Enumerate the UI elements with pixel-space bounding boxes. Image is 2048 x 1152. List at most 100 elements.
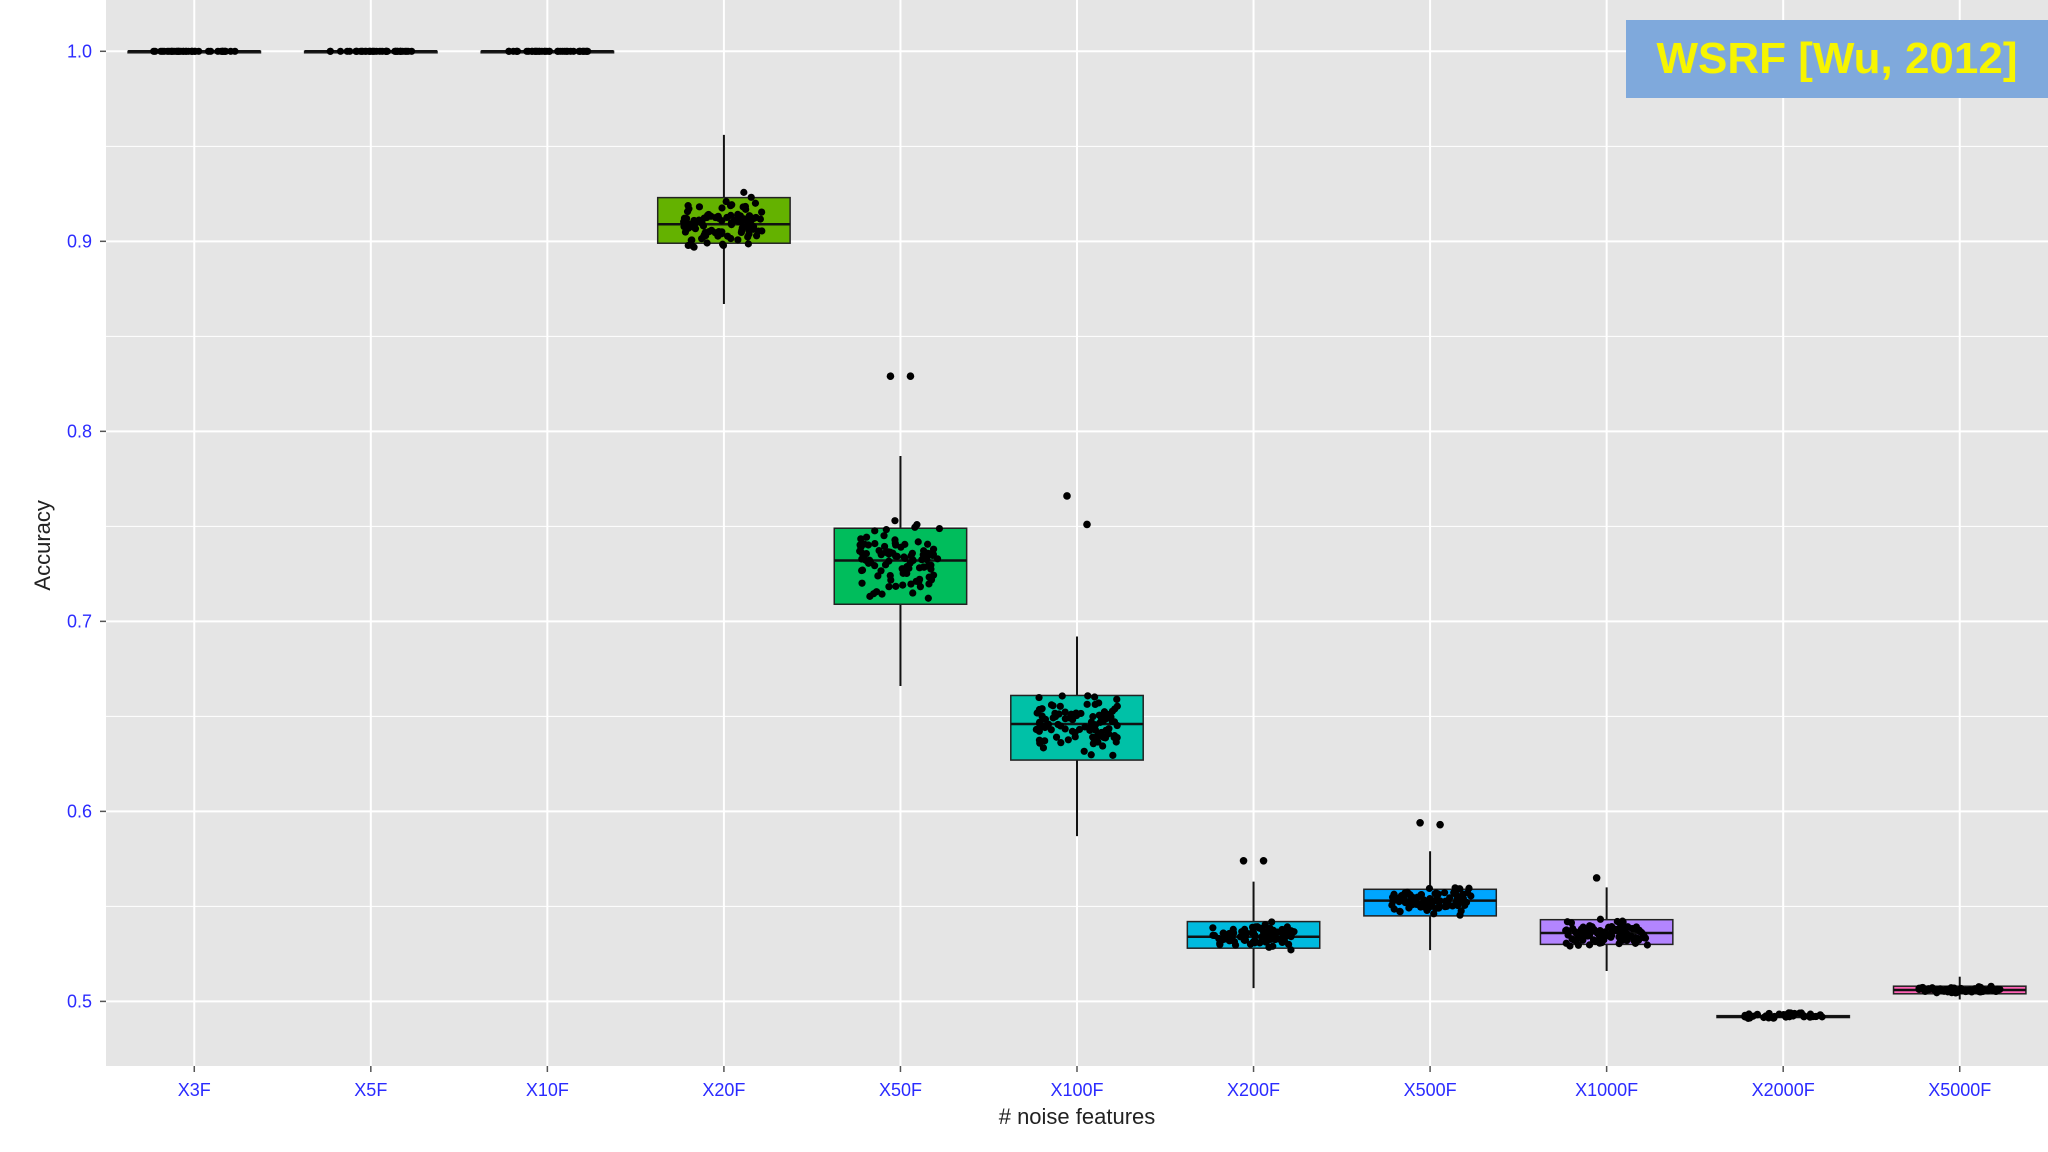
- data-point: [891, 536, 899, 544]
- data-point: [1765, 1009, 1773, 1018]
- data-point: [1089, 713, 1097, 721]
- data-point: [1936, 985, 1944, 993]
- outlier-point: [906, 372, 915, 381]
- method-annotation-badge: WSRF [Wu, 2012]: [1626, 20, 2048, 98]
- x-tick-label: X20F: [702, 1080, 745, 1100]
- data-point: [576, 47, 584, 55]
- data-point: [1216, 941, 1224, 949]
- data-point: [703, 211, 712, 219]
- data-point: [688, 236, 696, 244]
- data-point: [915, 564, 924, 572]
- data-point: [891, 552, 900, 560]
- data-point: [1084, 692, 1092, 700]
- y-tick-label: 0.5: [67, 991, 92, 1011]
- data-point: [740, 188, 748, 196]
- data-point: [1033, 709, 1041, 717]
- y-tick-label: 0.6: [67, 801, 92, 821]
- data-point: [1451, 884, 1459, 892]
- data-point: [1038, 705, 1046, 713]
- data-point: [754, 227, 762, 235]
- data-point: [1086, 723, 1095, 731]
- data-point: [393, 47, 402, 55]
- data-point: [1420, 896, 1428, 904]
- data-point: [1812, 1012, 1820, 1021]
- data-point: [227, 47, 235, 55]
- data-point: [1287, 946, 1295, 954]
- y-tick-label: 0.9: [67, 231, 92, 251]
- data-point: [1287, 933, 1295, 941]
- data-point: [533, 47, 541, 55]
- data-point: [358, 47, 366, 55]
- data-point: [891, 517, 899, 525]
- data-point: [1083, 700, 1091, 708]
- data-point: [1056, 702, 1064, 710]
- data-point: [1579, 936, 1587, 944]
- data-point: [699, 222, 708, 230]
- data-point: [1624, 923, 1632, 931]
- y-axis-ticks: 0.5 0.6 0.7 0.8 0.9 1.0: [67, 41, 106, 1011]
- data-point: [1099, 742, 1107, 750]
- x-tick-label: X500F: [1404, 1080, 1457, 1100]
- data-point: [909, 589, 917, 597]
- data-point: [1047, 726, 1055, 734]
- data-point: [509, 47, 517, 55]
- data-point: [1421, 903, 1429, 912]
- data-point: [857, 543, 865, 552]
- data-point: [1769, 1014, 1778, 1022]
- data-point: [1785, 1013, 1794, 1021]
- data-point: [882, 526, 890, 534]
- data-point: [191, 47, 199, 55]
- data-point: [874, 572, 882, 580]
- data-point: [877, 549, 885, 558]
- data-point: [524, 47, 533, 55]
- data-point: [1081, 723, 1089, 731]
- data-point: [1390, 905, 1398, 913]
- data-point: [688, 242, 697, 250]
- data-point: [897, 543, 905, 551]
- data-point: [707, 226, 716, 234]
- data-point: [1077, 709, 1085, 718]
- data-point: [1571, 928, 1579, 936]
- data-point: [718, 217, 726, 225]
- data-point: [1080, 747, 1088, 755]
- data-point: [1988, 986, 1997, 995]
- data-point: [1064, 736, 1072, 744]
- data-point: [207, 47, 215, 55]
- data-point: [758, 208, 766, 216]
- data-point: [1564, 931, 1572, 939]
- data-point: [173, 47, 181, 55]
- x-tick-label: X3F: [178, 1080, 211, 1100]
- data-point: [1087, 751, 1095, 759]
- data-point: [1068, 727, 1077, 735]
- x-axis-title: # noise features: [999, 1104, 1156, 1129]
- x-tick-label: X200F: [1227, 1080, 1280, 1100]
- data-point: [1100, 708, 1109, 716]
- data-point: [1605, 923, 1613, 931]
- data-point: [541, 47, 549, 55]
- data-point: [918, 556, 926, 564]
- data-point: [1240, 936, 1249, 944]
- data-point: [1388, 893, 1397, 901]
- data-point: [1278, 925, 1286, 934]
- data-point: [1619, 918, 1627, 926]
- data-point: [858, 579, 866, 587]
- outlier-point: [1416, 818, 1424, 827]
- data-point: [1414, 900, 1422, 908]
- data-point: [885, 557, 893, 565]
- data-point: [703, 239, 711, 247]
- data-point: [370, 47, 378, 55]
- outlier-point: [1436, 820, 1444, 829]
- data-point: [924, 594, 932, 602]
- x-tick-label: X1000F: [1575, 1080, 1638, 1100]
- data-point: [1061, 708, 1069, 716]
- y-tick-label: 1.0: [67, 41, 92, 61]
- outlier-point: [886, 372, 895, 381]
- box-X10F: [480, 47, 615, 55]
- data-point: [1434, 890, 1442, 898]
- data-point: [1398, 894, 1407, 902]
- data-point: [1104, 728, 1112, 736]
- data-point: [1051, 709, 1059, 717]
- data-point: [916, 583, 924, 591]
- data-point: [744, 233, 752, 241]
- data-point: [912, 577, 920, 585]
